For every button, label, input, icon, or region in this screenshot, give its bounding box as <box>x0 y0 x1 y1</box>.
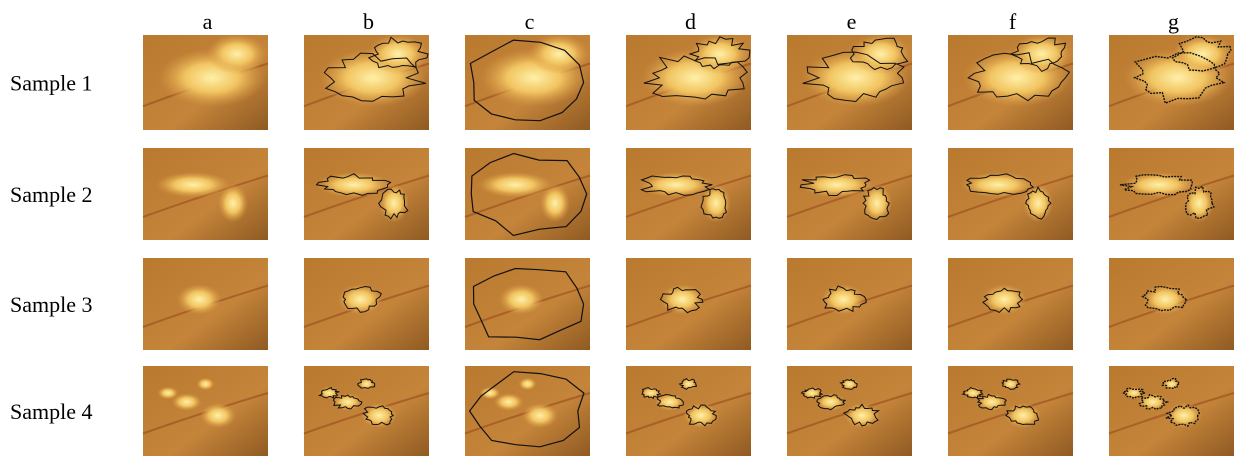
lesion <box>683 403 719 428</box>
image <box>948 34 1073 130</box>
image <box>787 366 912 456</box>
row-label: Sample 4 <box>10 399 93 424</box>
lesion <box>540 184 570 223</box>
column-label: e <box>847 9 857 34</box>
image <box>626 258 751 350</box>
lesion <box>1184 184 1214 223</box>
column-label: g <box>1168 9 1179 34</box>
image <box>787 34 912 130</box>
image <box>626 366 751 456</box>
lesion <box>690 34 750 74</box>
lesion <box>207 34 267 74</box>
figure: a b c d e f g Sample 1 Sample 2 Sample 3 Sample 4 <box>0 0 1242 461</box>
image <box>948 258 1073 350</box>
column-label: b <box>363 9 374 34</box>
lesion <box>156 172 231 198</box>
image <box>304 148 429 240</box>
image <box>1109 366 1234 456</box>
lesion <box>480 387 501 400</box>
image <box>787 258 912 350</box>
image <box>1109 258 1234 350</box>
image <box>465 148 590 240</box>
lesion <box>177 284 222 315</box>
row-label: Sample 3 <box>10 292 93 317</box>
row-label: Sample 2 <box>10 182 93 207</box>
image <box>465 366 590 456</box>
image <box>143 148 268 240</box>
lesion <box>200 403 236 428</box>
lesion <box>499 284 544 315</box>
image <box>787 148 912 240</box>
lesion <box>158 387 179 400</box>
image <box>948 148 1073 240</box>
image <box>1109 148 1234 240</box>
image <box>1109 34 1234 130</box>
lesion <box>851 34 911 74</box>
lesion <box>522 403 558 428</box>
row-label: Sample 1 <box>10 71 93 96</box>
image <box>143 34 268 130</box>
column-label: f <box>1009 9 1017 34</box>
image <box>626 148 751 240</box>
lesion <box>1173 34 1233 74</box>
lesion <box>660 284 705 315</box>
lesion <box>317 172 392 198</box>
lesion <box>368 34 428 74</box>
image <box>465 258 590 350</box>
lesion <box>197 378 215 391</box>
image <box>465 34 590 130</box>
image <box>304 34 429 130</box>
lesion <box>800 172 875 198</box>
lesion <box>680 378 698 391</box>
image <box>304 258 429 350</box>
column-label: a <box>203 9 213 34</box>
image <box>143 366 268 456</box>
lesion <box>1122 172 1197 198</box>
lesion <box>218 184 248 223</box>
image <box>143 258 268 350</box>
column-label: d <box>685 9 696 34</box>
image <box>304 366 429 456</box>
column-label: c <box>525 9 535 34</box>
lesion <box>478 172 553 198</box>
image <box>626 34 751 130</box>
lesion <box>841 378 859 391</box>
image <box>948 366 1073 456</box>
lesion <box>519 378 537 391</box>
lesion <box>639 172 714 198</box>
